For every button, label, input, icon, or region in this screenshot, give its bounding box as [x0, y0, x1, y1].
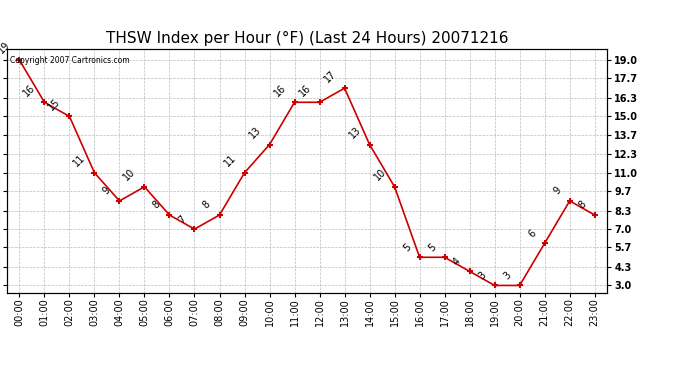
Text: 4: 4 — [451, 256, 463, 267]
Text: 11: 11 — [222, 153, 237, 169]
Title: THSW Index per Hour (°F) (Last 24 Hours) 20071216: THSW Index per Hour (°F) (Last 24 Hours)… — [106, 31, 509, 46]
Text: 9: 9 — [101, 185, 112, 197]
Text: 11: 11 — [72, 153, 88, 169]
Text: 16: 16 — [272, 82, 288, 98]
Text: 8: 8 — [201, 200, 213, 211]
Text: 13: 13 — [247, 124, 263, 140]
Text: Copyright 2007 Cartronics.com: Copyright 2007 Cartronics.com — [10, 56, 130, 65]
Text: 13: 13 — [347, 124, 363, 140]
Text: 10: 10 — [372, 167, 388, 183]
Text: 3: 3 — [476, 270, 488, 281]
Text: 15: 15 — [47, 96, 63, 112]
Text: 10: 10 — [122, 167, 137, 183]
Text: 3: 3 — [502, 270, 513, 281]
Text: 9: 9 — [551, 185, 563, 197]
Text: 16: 16 — [22, 82, 37, 98]
Text: 16: 16 — [297, 82, 313, 98]
Text: 5: 5 — [426, 242, 437, 253]
Text: 8: 8 — [576, 200, 588, 211]
Text: 8: 8 — [151, 200, 163, 211]
Text: 19: 19 — [0, 40, 12, 56]
Text: 5: 5 — [401, 242, 413, 253]
Text: 17: 17 — [322, 68, 337, 84]
Text: 7: 7 — [176, 213, 188, 225]
Text: 6: 6 — [526, 228, 538, 239]
